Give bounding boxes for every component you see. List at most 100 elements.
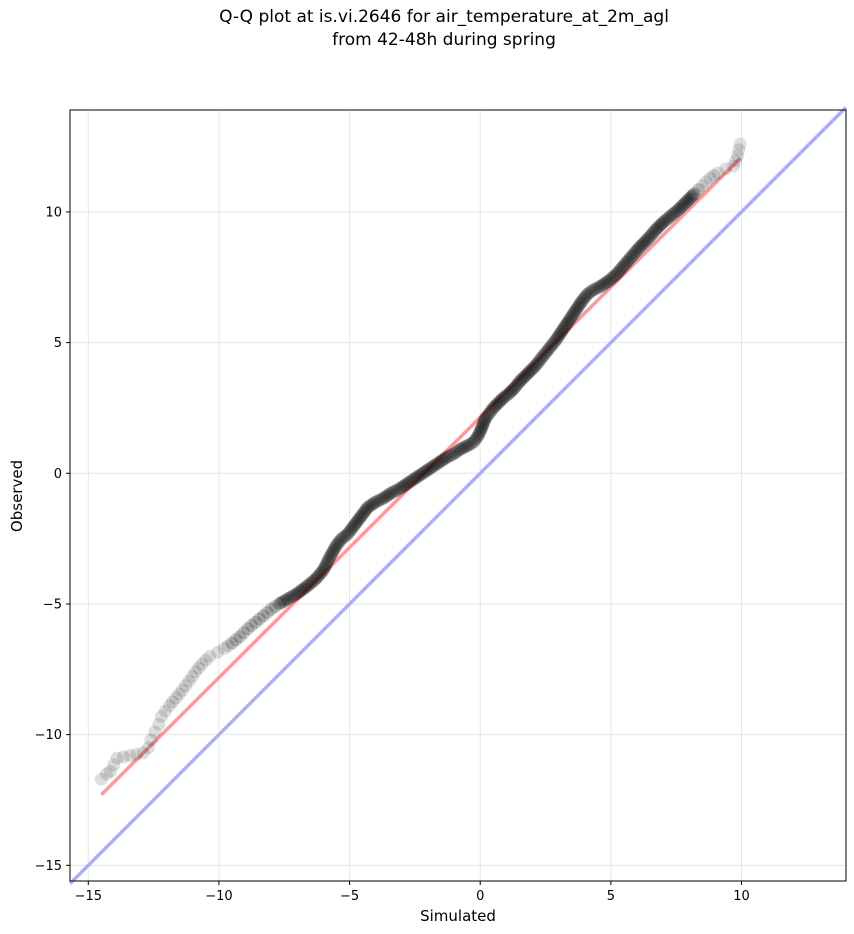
data-point [549, 333, 563, 347]
data-point [351, 514, 365, 528]
data-point [110, 751, 124, 765]
data-point [467, 435, 481, 449]
data-point [570, 302, 584, 316]
data-point [500, 388, 514, 402]
data-point [327, 543, 341, 557]
data-point [344, 523, 358, 537]
data-point [552, 328, 566, 342]
data-point [433, 455, 447, 469]
data-point [463, 438, 477, 452]
data-point [565, 309, 579, 323]
data-point [366, 497, 380, 511]
data-point [278, 594, 292, 608]
data-point [659, 213, 673, 227]
x-axis-label: Simulated [420, 907, 496, 925]
data-point [383, 487, 397, 501]
data-point [283, 591, 297, 605]
data-point [331, 537, 345, 551]
data-point [546, 336, 560, 350]
data-point [595, 278, 609, 292]
data-point [471, 428, 485, 442]
data-point [249, 615, 263, 629]
data-point [666, 208, 680, 222]
data-point [268, 600, 282, 614]
data-point [338, 529, 352, 543]
data-point [634, 239, 648, 253]
data-point [505, 384, 519, 398]
data-point [656, 215, 670, 229]
data-point [574, 295, 588, 309]
data-point [279, 593, 293, 607]
data-point [493, 394, 507, 408]
data-point [475, 420, 489, 434]
data-point [136, 746, 150, 760]
data-point [518, 370, 532, 384]
data-point [107, 758, 121, 772]
x-tick-label: −5 [340, 889, 359, 904]
data-point [353, 511, 367, 525]
data-point [417, 465, 431, 479]
data-point [130, 747, 144, 761]
data-point [662, 210, 676, 224]
data-point [274, 596, 288, 610]
data-point [678, 196, 692, 210]
data-point [326, 545, 340, 559]
data-point [345, 521, 359, 535]
data-point [454, 442, 468, 456]
data-point [346, 520, 360, 534]
data-point [169, 691, 183, 705]
x-tick-label: −15 [75, 889, 102, 904]
data-point [419, 464, 433, 478]
data-point [527, 360, 541, 374]
data-point [304, 576, 318, 590]
y-tick-label: −15 [35, 859, 62, 874]
data-point [540, 344, 554, 358]
data-point [158, 704, 172, 718]
data-point [586, 283, 600, 297]
data-point [332, 535, 346, 549]
data-point [298, 581, 312, 595]
data-point [398, 478, 412, 492]
data-point [309, 572, 323, 586]
data-point [633, 240, 647, 254]
x-tick-label: −10 [205, 889, 232, 904]
data-point [416, 466, 430, 480]
data-point [302, 577, 316, 591]
data-point [532, 354, 546, 368]
data-point [316, 563, 330, 577]
data-point [311, 569, 325, 583]
data-point [324, 548, 338, 562]
data-point [397, 479, 411, 493]
data-point [350, 515, 364, 529]
data-point [293, 584, 307, 598]
data-point [629, 245, 643, 259]
data-point [491, 396, 505, 410]
data-point [537, 348, 551, 362]
data-point [614, 262, 628, 276]
data-point [582, 286, 596, 300]
data-point [489, 398, 503, 412]
data-point [221, 639, 235, 653]
data-point [474, 423, 488, 437]
data-point [431, 456, 445, 470]
data-point [237, 626, 251, 640]
data-point [287, 589, 301, 603]
data-point [340, 528, 354, 542]
data-point [591, 280, 605, 294]
data-point [732, 143, 746, 157]
data-point [355, 508, 369, 522]
data-point [597, 277, 611, 291]
data-point [413, 468, 427, 482]
data-point [323, 550, 337, 564]
data-point [516, 371, 530, 385]
data-point [610, 266, 624, 280]
data-point [394, 481, 408, 495]
data-point [510, 378, 524, 392]
data-point [661, 211, 675, 225]
data-point [642, 231, 656, 245]
data-point [428, 458, 442, 472]
data-point [606, 270, 620, 284]
data-point [315, 565, 329, 579]
data-point [103, 764, 117, 778]
data-point [476, 416, 490, 430]
